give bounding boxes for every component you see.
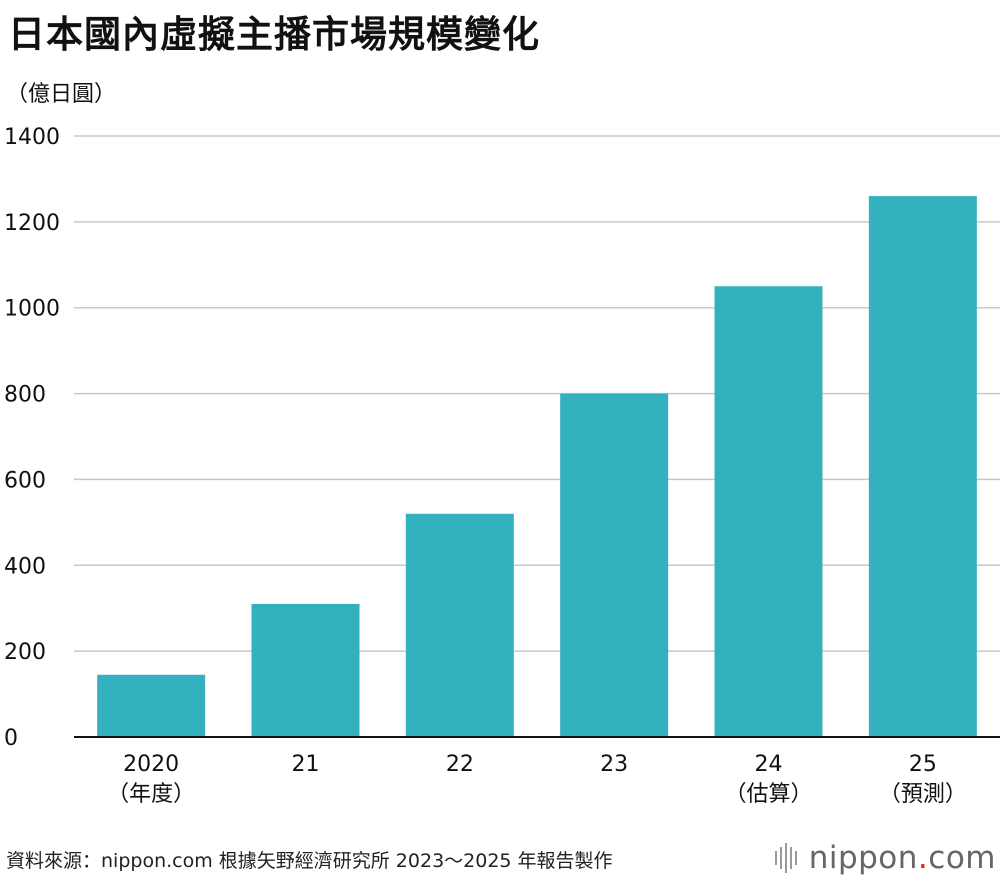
y-tick-label: 600 [4,468,46,493]
x-tick-sublabel: （預測） [879,782,967,807]
logo-dot: . [917,840,929,876]
x-tick-label: 2020 [123,752,179,777]
y-axis-unit-label: （億日圓） [6,82,117,107]
y-tick-label: 0 [4,726,18,751]
source-note: 資料來源：nippon.com 根據矢野經濟研究所 2023～2025 年報告製… [6,850,613,872]
chart-title: 日本國內虛擬主播市場規模變化 [8,13,540,56]
bar [868,196,977,738]
logo-suffix: com [928,840,996,876]
x-tick-label: 22 [446,752,474,777]
y-tick-label: 1200 [4,211,60,236]
bar [97,674,206,737]
x-tick-label: 21 [292,752,320,777]
x-tick-sublabel: （估算） [724,782,812,807]
nippon-logo: nippon.com [774,838,996,878]
y-tick-label: 800 [4,383,46,408]
logo-name: nippon [808,840,918,876]
bar-chart: 0 200 400 600 800 1000 1200 1400 2020 （年度） 21 22 23 2… [4,125,1000,807]
x-tick-sublabel: （年度） [107,782,195,807]
logo-mark-icon [774,843,797,873]
bar [560,393,669,737]
bar [405,513,514,737]
bar [714,286,823,737]
y-tick-label: 1400 [4,125,60,150]
y-tick-label: 400 [4,554,46,579]
x-tick-label: 24 [755,752,783,777]
x-tick-label: 25 [909,752,937,777]
y-tick-label: 200 [4,640,46,665]
y-tick-label: 1000 [4,297,60,322]
x-tick-label: 23 [600,752,628,777]
bar [251,603,360,737]
